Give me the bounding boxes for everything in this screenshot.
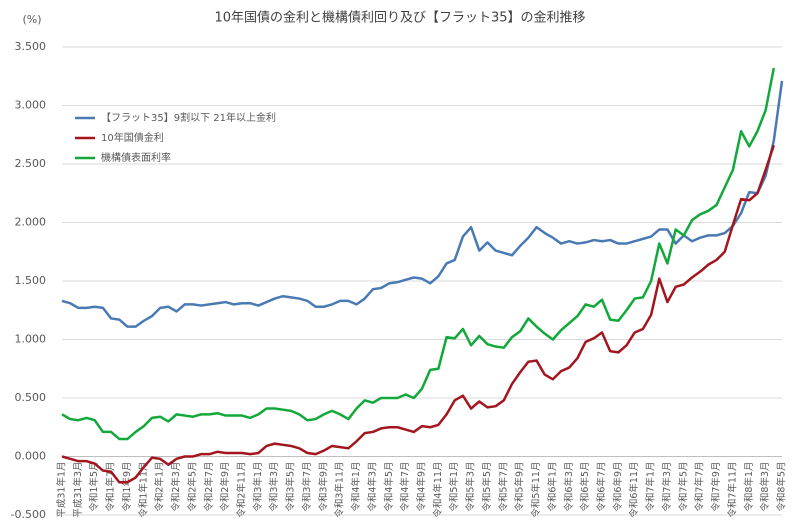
x-tick-label: 令和7年1月 bbox=[645, 462, 657, 512]
x-tick-label: 令和3年7月 bbox=[301, 462, 313, 512]
y-tick-label: 2.000 bbox=[15, 216, 47, 229]
x-tick-label: 平成31年1月 bbox=[56, 462, 68, 518]
series-line bbox=[61, 80, 784, 328]
y-tick-label: -0.500 bbox=[11, 508, 46, 521]
x-tick-label: 令和5年5月 bbox=[481, 462, 493, 512]
x-tick-label: 令和6年9月 bbox=[612, 462, 624, 512]
x-tick-label: 令和4年11月 bbox=[432, 462, 444, 518]
x-tick-label: 令和6年11月 bbox=[628, 462, 640, 518]
x-tick-label: 令和3年1月 bbox=[252, 462, 264, 512]
x-tick-label: 令和5年1月 bbox=[448, 462, 460, 512]
x-tick-label: 令和2年1月 bbox=[154, 462, 166, 512]
x-tick-label: 令和2年11月 bbox=[236, 462, 248, 518]
x-tick-label: 令和3年5月 bbox=[285, 462, 297, 512]
series-line bbox=[61, 67, 776, 441]
x-tick-label: 令和1年11月 bbox=[137, 462, 149, 518]
x-tick-label: 令和6年1月 bbox=[546, 462, 558, 512]
x-tick-label: 令和4年9月 bbox=[416, 462, 428, 512]
y-tick-label: 0.500 bbox=[15, 391, 47, 404]
x-tick-label: 令和5年11月 bbox=[530, 462, 542, 518]
y-tick-label: 1.500 bbox=[15, 274, 47, 287]
x-tick-label: 令和4年3月 bbox=[366, 462, 378, 512]
y-tick-label: 0.000 bbox=[15, 450, 47, 463]
x-tick-label: 令和7年11月 bbox=[726, 462, 738, 518]
x-tick-label: 令和8年5月 bbox=[776, 462, 788, 512]
x-tick-label: 令和4年5月 bbox=[383, 462, 395, 512]
x-tick-label: 令和2年7月 bbox=[203, 462, 215, 512]
x-tick-label: 令和7年9月 bbox=[710, 462, 722, 512]
y-tick-label: 3.000 bbox=[15, 99, 47, 112]
y-tick-label: 2.500 bbox=[15, 157, 47, 170]
y-unit: (%) bbox=[22, 13, 41, 26]
x-tick-label: 令和6年7月 bbox=[596, 462, 608, 512]
x-tick-label: 令和8年1月 bbox=[743, 462, 755, 512]
x-tick-label: 令和5年7月 bbox=[497, 462, 509, 512]
legend-label: 【フラット35】9割以下 21年以上金利 bbox=[101, 111, 276, 124]
x-tick-label: 令和6年3月 bbox=[563, 462, 575, 512]
legend-label: 機構債表面利率 bbox=[101, 151, 171, 164]
x-tick-label: 令和6年5月 bbox=[579, 462, 591, 512]
y-tick-label: 1.000 bbox=[15, 333, 47, 346]
chart-title: 10年国債の金利と機構債利回り及び【フラット35】の金利推移 bbox=[214, 10, 585, 26]
x-tick-label: 令和4年1月 bbox=[350, 462, 362, 512]
x-tick-label: 平成31年3月 bbox=[72, 462, 84, 518]
x-tick-label: 令和3年9月 bbox=[317, 462, 329, 512]
x-tick-label: 令和7年5月 bbox=[677, 462, 689, 512]
legend-label: 10年国債金利 bbox=[101, 131, 164, 144]
x-tick-label: 令和7年3月 bbox=[661, 462, 673, 512]
x-tick-label: 令和2年5月 bbox=[186, 462, 198, 512]
x-tick-label: 令和5年3月 bbox=[465, 462, 477, 512]
x-tick-label: 令和1年9月 bbox=[121, 462, 133, 512]
y-tick-label: 3.500 bbox=[15, 40, 47, 53]
series-line bbox=[61, 144, 776, 484]
x-tick-label: 令和1年7月 bbox=[105, 462, 117, 512]
x-tick-label: 令和4年7月 bbox=[399, 462, 411, 512]
x-tick-label: 令和3年11月 bbox=[334, 462, 346, 518]
x-tick-label: 令和3年3月 bbox=[268, 462, 280, 512]
x-tick-label: 令和7年7月 bbox=[694, 462, 706, 512]
x-tick-label: 令和8年3月 bbox=[759, 462, 771, 512]
x-tick-label: 令和2年9月 bbox=[219, 462, 231, 512]
x-tick-label: 令和2年3月 bbox=[170, 462, 182, 512]
x-tick-label: 令和5年9月 bbox=[514, 462, 526, 512]
x-tick-label: 令和1年5月 bbox=[88, 462, 100, 512]
